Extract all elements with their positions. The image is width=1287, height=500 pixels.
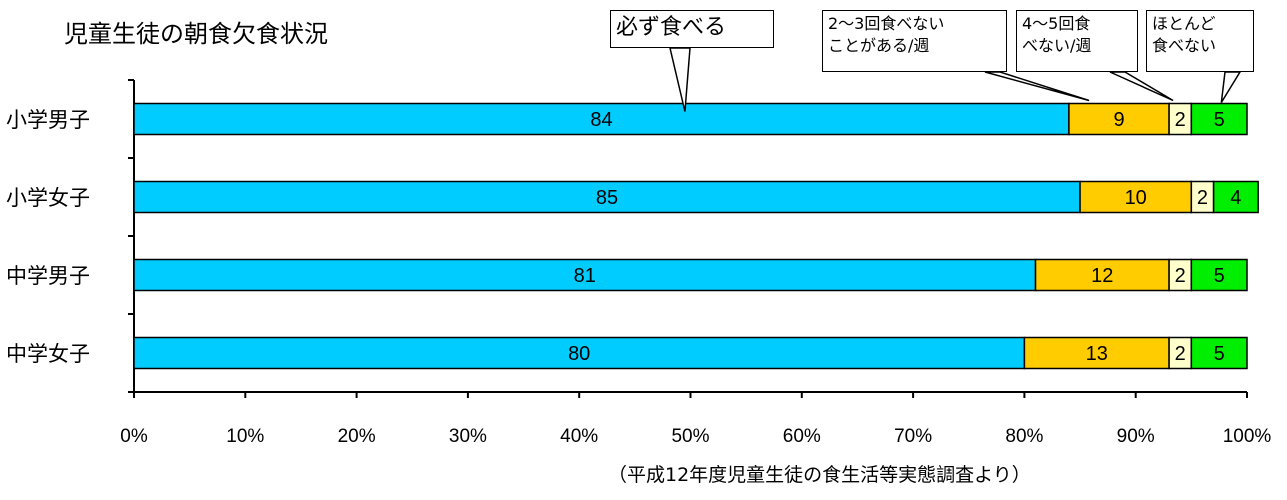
x-tick-label: 70% [894,426,933,447]
x-tick-label: 100% [1222,426,1272,447]
x-tick-label: 0% [120,426,148,447]
x-tick-label: 30% [448,426,487,447]
bar-value-label: 2 [1175,343,1186,365]
category-label: 小学男子 [6,108,90,132]
bar-value-label: 2 [1197,187,1208,209]
x-tick-label: 40% [560,426,599,447]
callout-rarely-eat: ほとんど 食べない [1146,10,1254,72]
x-tick-label: 10% [226,426,265,447]
callout-line: 4～5回食 [1022,14,1091,33]
bar-value-label: 9 [1113,109,1124,131]
bar-value-label: 2 [1175,265,1186,287]
bar-value-label: 12 [1091,265,1113,287]
callout-skip-4-5: 4～5回食 べない/週 [1016,10,1138,72]
source-note: （平成12年度児童生徒の食生活等実態調査より） [608,464,1031,486]
bar-segment-2-3 [1034,258,1170,292]
x-tick-label: 20% [337,426,376,447]
x-tick-label: 80% [1005,426,1044,447]
chart-title: 児童生徒の朝食欠食状況 [64,20,328,48]
callout-skip-2-3: 2～3回食べない ことがある/週 [822,10,1007,72]
bar-segment-1-2 [133,180,1081,214]
bar-value-label: 85 [596,187,618,209]
x-tick-label: 50% [671,426,710,447]
bar-value-label: 10 [1125,187,1147,209]
bar-value-label: 81 [574,265,596,287]
bar-value-label: 5 [1214,343,1225,365]
bar-segment-4-4 [1190,336,1248,370]
bar-value-label: 80 [568,343,590,365]
x-tick-label: 60% [782,426,821,447]
callout-line: ほとんど [1152,14,1216,33]
callout-always-eat: 必ず食べる [610,10,774,48]
callout-pointer-1 [669,47,691,112]
callout-line: 2～3回食べない [828,14,945,33]
callout-line: 必ず食べる [616,15,727,40]
callout-line: べない/週 [1022,36,1092,55]
callout-pointer-2 [984,71,1090,102]
x-tick-label: 90% [1116,426,1155,447]
bar-segment-4-2 [1212,180,1259,214]
category-label: 中学男子 [6,264,90,288]
callout-pointer-4 [1220,71,1242,103]
bar-value-label: 5 [1214,265,1225,287]
bar-segment-4-1 [1190,102,1248,136]
callout-line: 食べない [1152,36,1217,55]
callout-pointer-3 [1109,71,1174,102]
category-label: 中学女子 [6,342,90,366]
bar-value-label: 13 [1086,343,1108,365]
bar-segment-1-3 [133,258,1037,292]
bar-value-label: 84 [590,109,612,131]
bar-segment-4-3 [1190,258,1248,292]
bar-value-label: 2 [1175,109,1186,131]
callout-line: ことがある/週 [828,36,930,55]
bar-value-label: 5 [1214,109,1225,131]
category-label: 小学女子 [6,186,90,210]
bar-value-label: 4 [1230,187,1241,209]
